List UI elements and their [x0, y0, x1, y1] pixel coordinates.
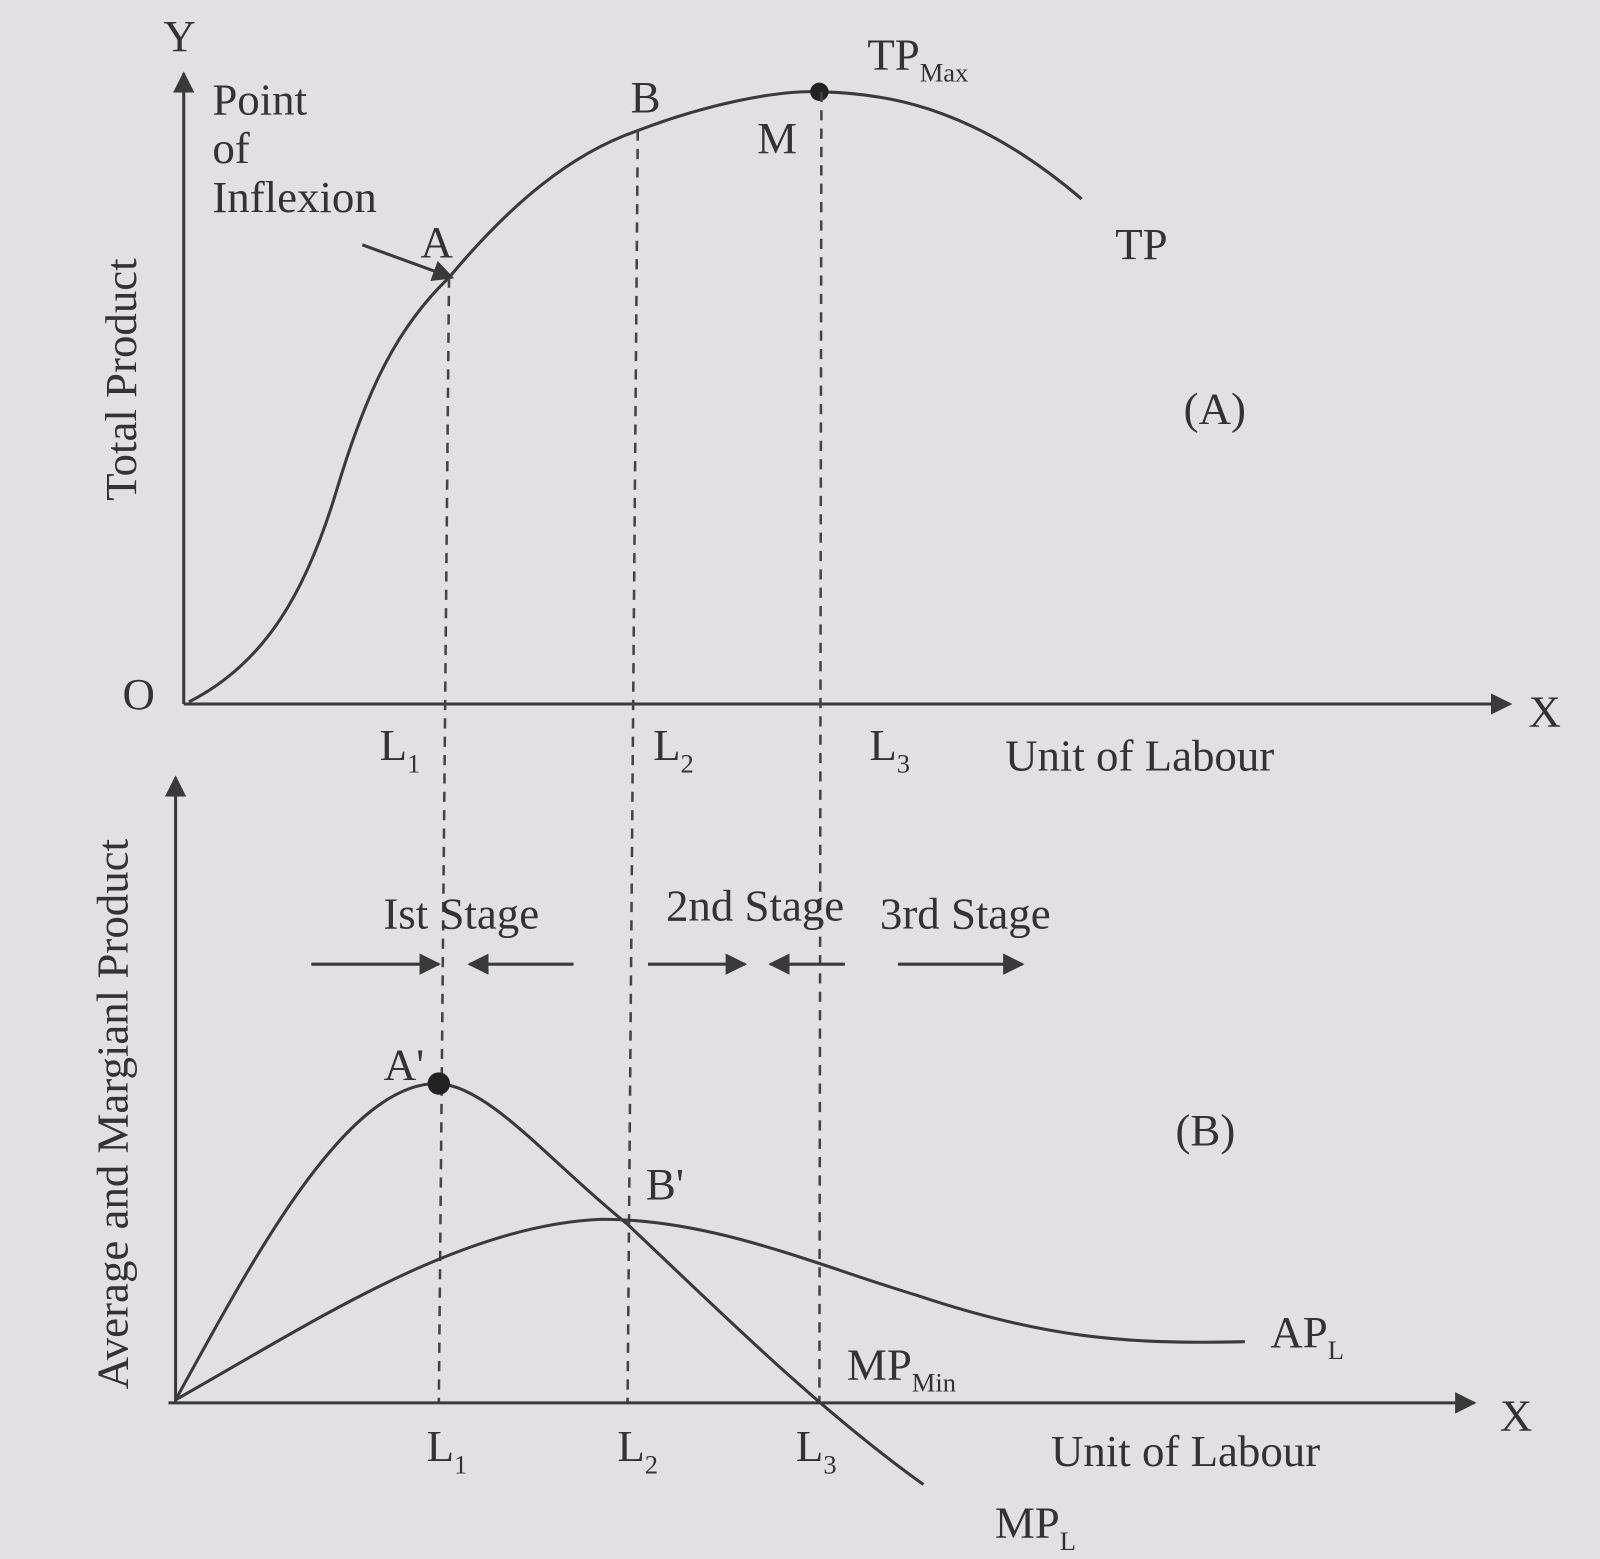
- label-sub: 3: [897, 748, 910, 778]
- tp-curve: [188, 90, 1083, 704]
- label-sub: 1: [454, 1449, 467, 1479]
- label-main: L: [869, 720, 896, 770]
- label-main: L: [427, 1421, 454, 1471]
- y-axis-label: Total Product: [96, 258, 146, 501]
- tick-label: L1: [427, 1421, 468, 1479]
- point-label: A: [420, 217, 453, 267]
- ap-curve: [174, 1217, 1245, 1402]
- ap-label: APL: [1270, 1307, 1344, 1365]
- x-letter: X: [1528, 686, 1560, 736]
- label-sub: L: [1328, 1335, 1344, 1365]
- inflexion-label: Inflexion: [212, 172, 377, 222]
- stage-label: 3rd Stage: [880, 888, 1051, 938]
- x-letter: X: [1500, 1390, 1532, 1440]
- label-main: MP: [995, 1498, 1060, 1548]
- stage-label: 2nd Stage: [666, 880, 844, 930]
- l1-guide: [437, 277, 451, 1403]
- label-main: AP: [1270, 1307, 1327, 1357]
- mp-curve: [174, 1082, 925, 1486]
- tick-label: L1: [380, 720, 421, 778]
- point-label: B': [646, 1159, 684, 1209]
- label-main: L: [796, 1421, 823, 1471]
- tick-label: L2: [617, 1421, 658, 1479]
- inflexion-label: Point: [212, 74, 307, 124]
- inflexion-arrow: [361, 243, 455, 281]
- l2-guide: [626, 130, 640, 1403]
- mp-label: MPL: [995, 1498, 1076, 1556]
- label-sub: 1: [407, 748, 420, 778]
- label-main: TP: [867, 29, 919, 79]
- y-letter: Y: [163, 11, 195, 61]
- label-main: L: [380, 720, 407, 770]
- label-sub: 2: [681, 748, 694, 778]
- mp-min-label: MPMin: [847, 1339, 956, 1397]
- x-axis-label: Unit of Labour: [1005, 730, 1274, 780]
- stage-label: Ist Stage: [383, 888, 539, 938]
- label-sub: 3: [823, 1449, 836, 1479]
- point-label: B: [631, 72, 661, 122]
- origin: O: [123, 669, 155, 719]
- x-axis-label: Unit of Labour: [1051, 1426, 1320, 1476]
- label-sub: L: [1060, 1526, 1076, 1556]
- panel-label: (B): [1175, 1105, 1235, 1155]
- y-axis-label: Average and Margianl Product: [88, 838, 138, 1389]
- label-sub: Min: [912, 1368, 956, 1398]
- tp-max-label: TPMax: [867, 29, 968, 87]
- inflexion-label: of: [212, 123, 249, 173]
- tick-label: L3: [796, 1421, 837, 1479]
- label-main: L: [653, 720, 680, 770]
- label-main: MP: [847, 1339, 912, 1389]
- label-main: L: [617, 1421, 644, 1471]
- point-label: M: [757, 113, 797, 163]
- tick-label: L2: [653, 720, 694, 778]
- label-sub: 2: [645, 1449, 658, 1479]
- curve-label: TP: [1115, 219, 1167, 269]
- tp-max-point: [810, 82, 829, 102]
- l3-guide: [818, 91, 823, 1403]
- tick-label: L3: [869, 720, 910, 778]
- mp-max-point: [427, 1072, 451, 1095]
- panel-label: (A): [1184, 383, 1246, 433]
- point-label: A': [384, 1039, 425, 1089]
- label-sub: Max: [920, 58, 969, 88]
